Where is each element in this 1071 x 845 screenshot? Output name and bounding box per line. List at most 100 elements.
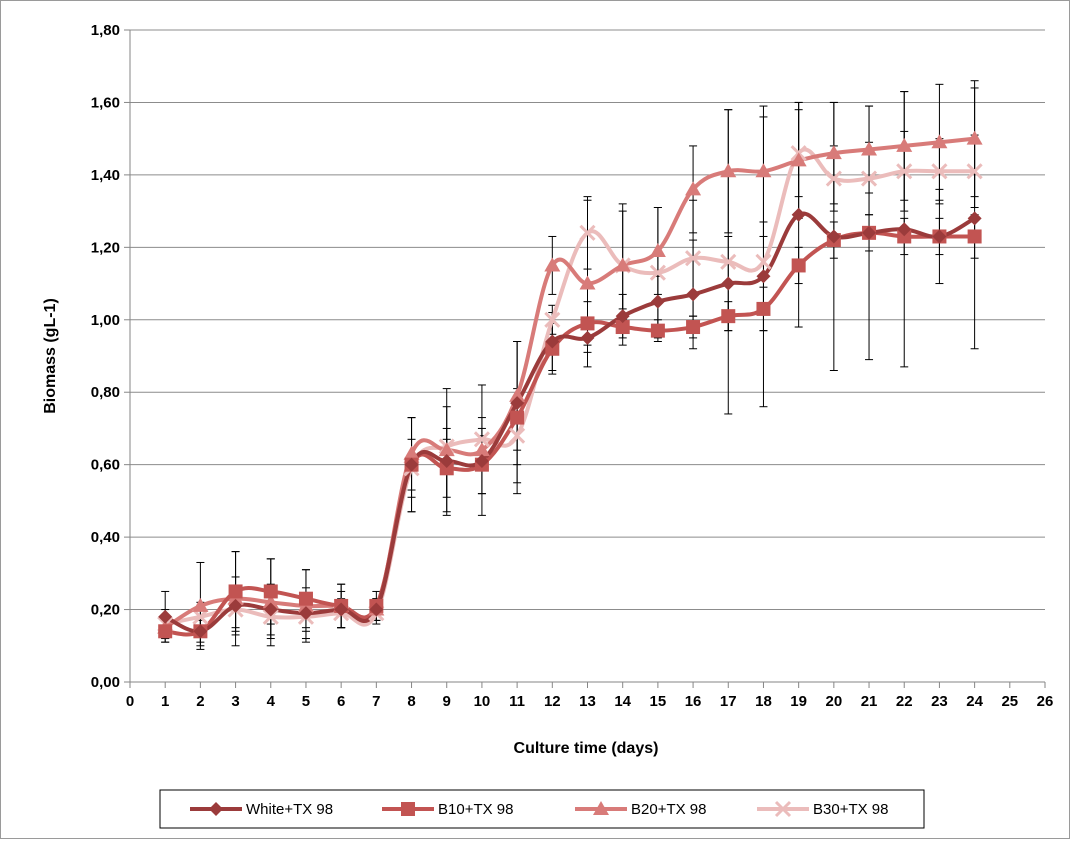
x-tick-label: 22 [896, 693, 913, 710]
data-point [931, 134, 948, 149]
data-point [791, 258, 806, 273]
data-point [545, 334, 560, 349]
data-point [192, 597, 209, 612]
y-tick-label: 1,40 [91, 167, 120, 184]
legend-swatch-marker [401, 802, 415, 816]
data-point [932, 229, 947, 244]
x-tick-label: 17 [720, 693, 737, 710]
data-point [897, 229, 912, 244]
y-tick-label: 1,00 [91, 312, 120, 329]
data-point [649, 242, 666, 257]
legend-swatch-marker [774, 800, 792, 818]
x-tick-label: 4 [267, 693, 276, 710]
data-point [580, 316, 595, 331]
data-point [825, 145, 842, 160]
x-tick-label: 11 [509, 693, 525, 710]
data-point [861, 141, 878, 156]
data-point [439, 461, 454, 476]
x-tick-label: 3 [231, 693, 239, 710]
x-tick-label: 13 [579, 693, 596, 710]
y-tick-label: 0,20 [91, 602, 120, 619]
data-point [790, 152, 807, 167]
data-point [473, 431, 490, 448]
x-tick-label: 7 [372, 693, 380, 710]
x-tick-label: 16 [685, 693, 702, 710]
data-point [158, 609, 173, 624]
data-point [791, 207, 806, 222]
data-point [615, 320, 630, 335]
data-point [404, 457, 419, 472]
x-tick-label: 0 [126, 693, 134, 710]
x-tick-label: 19 [790, 693, 807, 710]
data-point [825, 170, 842, 187]
x-tick-label: 1 [161, 693, 169, 710]
data-point [896, 163, 913, 180]
data-point [263, 602, 278, 617]
data-point [298, 606, 313, 621]
data-point [756, 301, 771, 316]
data-point [474, 454, 489, 469]
y-tick-label: 0,00 [91, 674, 120, 691]
data-point [650, 323, 665, 338]
data-point [685, 250, 702, 267]
data-point [931, 163, 948, 180]
data-point [615, 309, 630, 324]
data-point [579, 275, 596, 290]
data-point [755, 163, 772, 178]
legend: White+TX 98 B10+TX 98 B20+TX 98 B30+TX 98 [159, 789, 925, 829]
data-point [403, 445, 420, 460]
data-point [473, 442, 490, 457]
y-tick-label: 0,60 [91, 457, 120, 474]
data-point [545, 341, 560, 356]
data-point [509, 387, 526, 402]
y-axis-title: Biomass (gL-1) [42, 298, 59, 414]
legend-label: B30+TX 98 [813, 801, 888, 818]
legend-swatch-marker [593, 801, 609, 815]
x-tick-label: 2 [196, 693, 204, 710]
x-axis-title: Culture time (days) [514, 740, 659, 757]
data-point [158, 624, 173, 639]
data-point [580, 330, 595, 345]
data-point [228, 584, 243, 599]
data-point [439, 454, 454, 469]
data-point [193, 624, 208, 639]
data-point [721, 309, 736, 324]
axes [124, 29, 1046, 688]
data-point [686, 287, 701, 302]
legend-label: B20+TX 98 [631, 801, 706, 818]
data-point [510, 410, 525, 425]
x-tick-label: 25 [1001, 693, 1018, 710]
data-point [862, 225, 877, 240]
data-point [897, 222, 912, 237]
data-point [579, 224, 596, 241]
data-point [860, 170, 878, 187]
data-point [686, 320, 701, 335]
x-tick-label: 5 [302, 693, 310, 710]
data-point [720, 163, 737, 178]
data-point [721, 276, 736, 291]
data-point [614, 257, 631, 272]
x-tick-label: 10 [474, 693, 491, 710]
series-markers [157, 130, 983, 639]
x-tick-label: 23 [931, 693, 948, 710]
y-tick-label: 0,40 [91, 529, 120, 546]
x-tick-label: 21 [861, 693, 878, 710]
legend-swatch-marker [209, 802, 223, 816]
data-point [192, 608, 209, 625]
data-point [896, 137, 913, 152]
x-tick-label: 12 [544, 693, 561, 710]
x-tick-label: 6 [337, 693, 345, 710]
data-point [369, 602, 384, 617]
x-tick-label: 24 [966, 693, 983, 710]
data-point [826, 229, 841, 244]
data-point [438, 442, 455, 457]
data-point [755, 253, 772, 270]
data-point [967, 211, 982, 226]
x-tick-label: 26 [1037, 693, 1054, 710]
data-point [228, 598, 243, 613]
data-point [649, 264, 666, 281]
x-tick-label: 8 [407, 693, 415, 710]
data-point [262, 608, 279, 625]
